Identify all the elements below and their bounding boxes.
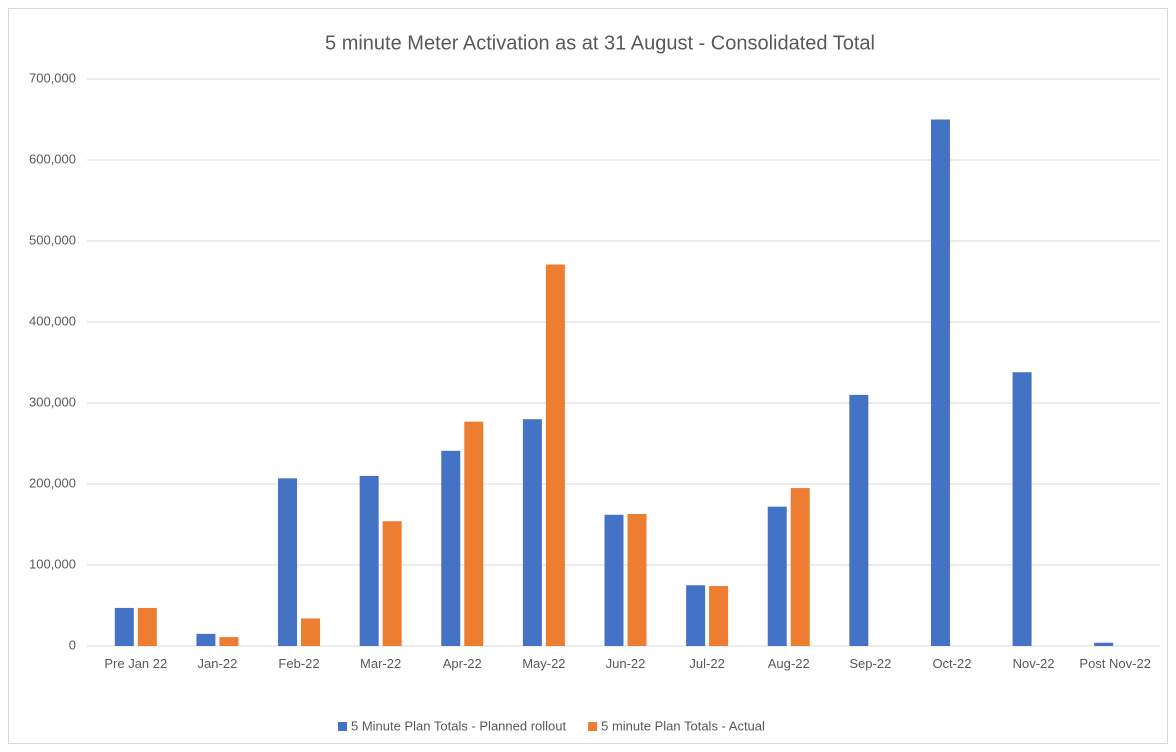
x-tick-label: Oct-22: [932, 656, 972, 671]
legend-swatch: [338, 722, 347, 731]
bar: [1012, 372, 1032, 646]
bar: [767, 506, 787, 646]
x-tick-label: Nov-22: [1012, 656, 1055, 671]
bar: [930, 119, 950, 646]
bar: [627, 513, 647, 646]
chart-frame: [8, 8, 1168, 744]
y-tick-label: 200,000: [29, 475, 76, 490]
bar: [604, 514, 624, 646]
y-tick-label: 0: [69, 637, 76, 652]
y-tick-label: 700,000: [29, 70, 76, 85]
bar: [545, 264, 565, 646]
bar: [790, 488, 810, 646]
x-tick-label: Jun-22: [605, 656, 646, 671]
chart-title: 5 minute Meter Activation as at 31 Augus…: [325, 32, 875, 54]
x-tick-label: Pre Jan 22: [104, 656, 168, 671]
x-tick-label: Aug-22: [767, 656, 810, 671]
x-tick-label: May-22: [522, 656, 566, 671]
x-tick-label: Sep-22: [849, 656, 892, 671]
bar: [219, 637, 239, 646]
legend-swatch: [588, 722, 598, 731]
bar: [278, 478, 298, 646]
bar: [114, 607, 134, 646]
y-tick-label: 100,000: [29, 556, 76, 571]
bar: [522, 419, 542, 646]
x-tick-label: Feb-22: [278, 656, 320, 671]
legend-label: 5 minute Plan Totals - Actual: [601, 718, 765, 733]
x-tick-label: Jan-22: [197, 656, 238, 671]
bar: [849, 394, 869, 646]
bar: [1094, 642, 1114, 646]
bar: [301, 618, 321, 646]
y-tick-label: 600,000: [29, 151, 76, 166]
bar: [196, 633, 216, 646]
bar: [137, 607, 157, 646]
bar: [686, 585, 706, 646]
x-tick-label: Apr-22: [442, 656, 482, 671]
x-tick-label: Post Nov-22: [1079, 656, 1151, 671]
y-tick-label: 300,000: [29, 394, 76, 409]
bar: [382, 521, 402, 646]
y-tick-label: 500,000: [29, 232, 76, 247]
x-tick-label: Jul-22: [689, 656, 725, 671]
y-tick-label: 400,000: [29, 313, 76, 328]
bar: [441, 450, 461, 646]
bar: [709, 586, 729, 646]
bar: [359, 475, 379, 646]
x-tick-label: Mar-22: [360, 656, 402, 671]
bar: [464, 421, 484, 646]
legend-label: 5 Minute Plan Totals - Planned rollout: [351, 718, 566, 733]
